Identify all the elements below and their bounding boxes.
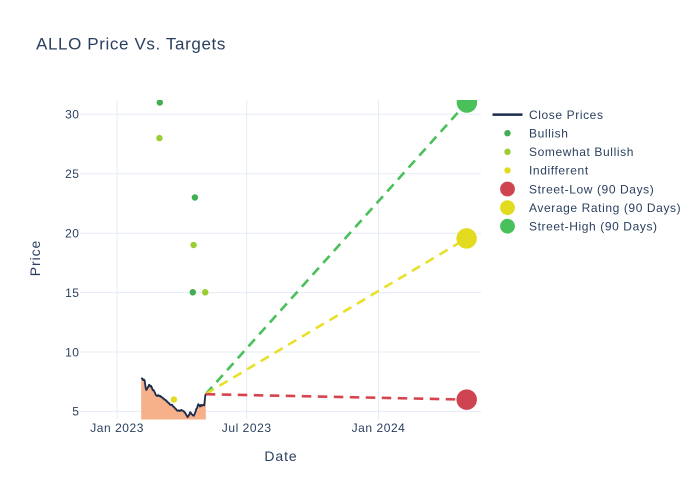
svg-text:30: 30: [65, 108, 79, 122]
svg-text:Bullish: Bullish: [529, 127, 569, 141]
svg-text:Street-Low (90 Days): Street-Low (90 Days): [529, 182, 654, 196]
svg-text:Street-High (90 Days): Street-High (90 Days): [529, 220, 658, 234]
svg-text:15: 15: [65, 286, 79, 300]
svg-text:5: 5: [72, 405, 79, 419]
svg-text:ALLO Price Vs. Targets: ALLO Price Vs. Targets: [36, 35, 226, 54]
svg-text:Date: Date: [264, 448, 297, 464]
svg-text:Close Prices: Close Prices: [529, 108, 604, 122]
svg-text:Jan 2023: Jan 2023: [90, 421, 144, 435]
svg-text:Jul 2023: Jul 2023: [222, 421, 272, 435]
svg-text:25: 25: [65, 167, 79, 181]
svg-text:10: 10: [65, 345, 79, 359]
svg-text:Indifferent: Indifferent: [529, 164, 589, 178]
svg-text:Somewhat Bullish: Somewhat Bullish: [529, 145, 634, 159]
svg-text:20: 20: [65, 227, 79, 241]
svg-text:Price: Price: [27, 240, 43, 276]
svg-text:Jan 2024: Jan 2024: [352, 421, 406, 435]
svg-text:Average Rating (90 Days): Average Rating (90 Days): [529, 201, 681, 215]
